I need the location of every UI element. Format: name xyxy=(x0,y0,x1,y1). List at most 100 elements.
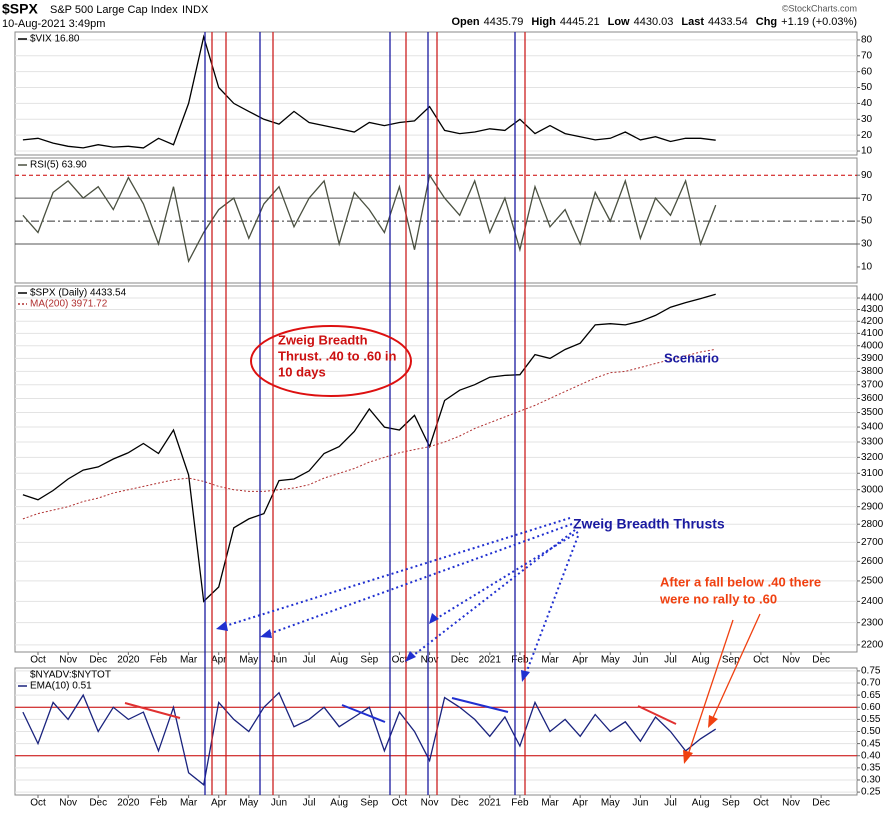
y-tick-label: 0.65 xyxy=(861,690,881,701)
y-tick-label: 0.30 xyxy=(861,775,881,786)
x-tick-label: 2021 xyxy=(479,798,502,809)
x-tick-label: 2021 xyxy=(479,655,502,666)
y-tick-label: 4200 xyxy=(861,316,884,327)
x-tick-label: Feb xyxy=(511,798,529,809)
x-tick-label: Nov xyxy=(421,798,439,809)
quote-label: Open xyxy=(452,16,480,28)
x-tick-label: Aug xyxy=(692,798,710,809)
y-tick-label: 0.70 xyxy=(861,678,881,689)
x-tick-label: Mar xyxy=(541,798,559,809)
panel-title: $NYADV:$NYTOT xyxy=(30,670,111,681)
x-tick-label: Oct xyxy=(30,655,46,666)
event-lines xyxy=(204,32,526,795)
y-tick-label: 2400 xyxy=(861,596,884,607)
x-tick-label: Oct xyxy=(753,655,769,666)
legend-label: $SPX (Daily) 4433.54 xyxy=(30,288,127,299)
series-line xyxy=(22,348,716,520)
pointer-line xyxy=(687,619,734,756)
x-tick-label: Nov xyxy=(782,798,800,809)
quote-label: Chg xyxy=(756,16,777,28)
series-line xyxy=(22,293,716,603)
arrow-head xyxy=(708,715,718,728)
pointer-line xyxy=(433,531,579,621)
x-tick-label: Aug xyxy=(330,798,348,809)
series-line xyxy=(22,34,716,149)
x-tick-label: Oct xyxy=(392,655,408,666)
x-tick-label: Feb xyxy=(511,655,529,666)
symbol: $SPX xyxy=(2,1,38,17)
panel-frame xyxy=(14,157,858,284)
y-tick-label: 0.45 xyxy=(861,738,881,749)
x-tick-label: Nov xyxy=(59,655,77,666)
y-tick-label: 50 xyxy=(861,82,873,93)
x-tick-label: Oct xyxy=(30,798,46,809)
credit: ©StockCharts.com xyxy=(782,3,857,13)
y-tick-label: 2300 xyxy=(861,617,884,628)
exchange: INDX xyxy=(182,4,209,16)
pointer-line xyxy=(711,613,761,721)
trend-line xyxy=(124,702,181,719)
y-tick-label: 10 xyxy=(861,262,873,273)
y-tick-label: 10 xyxy=(861,146,873,157)
y-tick-label: 3800 xyxy=(861,366,884,377)
y-tick-label: 80 xyxy=(861,35,873,46)
y-tick-label: 4300 xyxy=(861,304,884,315)
y-tick-label: 70 xyxy=(861,193,873,204)
x-tick-label: Oct xyxy=(753,798,769,809)
quote-label: Last xyxy=(681,16,704,28)
pointer-line xyxy=(265,523,573,636)
x-tick-label: Mar xyxy=(180,798,198,809)
y-tick-label: 4100 xyxy=(861,328,884,339)
x-tick-label: Dec xyxy=(89,655,107,666)
x-tick-label: Jun xyxy=(271,655,287,666)
y-tick-label: 30 xyxy=(861,114,873,125)
annotation-text: 10 days xyxy=(278,364,326,379)
quote-value: +1.19 (+0.03%) xyxy=(781,16,857,28)
annotation-text: Scenario xyxy=(664,350,719,365)
annotation-text: Zweig Breadth xyxy=(278,332,368,347)
arrow-head xyxy=(405,651,416,662)
legend-label: RSI(5) 63.90 xyxy=(30,160,87,171)
x-tick-label: Jun xyxy=(632,798,648,809)
x-tick-label: Mar xyxy=(180,655,198,666)
panel-frame xyxy=(14,31,858,156)
date: 10-Aug-2021 3:49pm xyxy=(2,18,105,30)
y-tick-label: 30 xyxy=(861,239,873,250)
y-tick-label: 3200 xyxy=(861,452,884,463)
pointer-lines xyxy=(221,517,579,677)
annotation-text: Zweig Breadth Thrusts xyxy=(573,516,725,532)
x-tick-label: Aug xyxy=(330,655,348,666)
x-tick-label: May xyxy=(239,798,258,809)
y-tick-label: 3400 xyxy=(861,422,884,433)
index-name: S&P 500 Large Cap Index xyxy=(50,4,178,16)
y-tick-label: 3500 xyxy=(861,407,884,418)
quote-value: 4433.54 xyxy=(708,16,748,28)
x-tick-label: Mar xyxy=(541,655,559,666)
series-line xyxy=(22,691,717,786)
x-tick-label: Dec xyxy=(451,655,469,666)
pointer-heads xyxy=(216,613,530,682)
annotation-text: were no rally to .60 xyxy=(659,591,777,606)
y-tick-label: 0.25 xyxy=(861,787,881,798)
legend-label: EMA(10) 0.51 xyxy=(30,681,92,692)
x-tick-label: 2020 xyxy=(117,655,140,666)
y-tick-label: 50 xyxy=(861,216,873,227)
trend-line xyxy=(451,697,509,713)
y-tick-label: 2500 xyxy=(861,576,884,587)
x-tick-label: Dec xyxy=(812,798,830,809)
legend-label: MA(200) 3971.72 xyxy=(30,299,108,310)
legend-label: $VIX 16.80 xyxy=(30,34,80,45)
x-tick-label: Feb xyxy=(150,655,168,666)
quote-value: 4435.79 xyxy=(484,16,524,28)
trend-lines xyxy=(124,697,677,725)
annotations: Zweig Breadth Thrust. .40 to .60 in 10 d… xyxy=(216,325,821,764)
y-tick-label: 0.40 xyxy=(861,750,881,761)
x-tick-label: Nov xyxy=(782,655,800,666)
x-tick-label: Jul xyxy=(664,655,677,666)
pointer-line xyxy=(221,517,571,628)
annotation-text: Thrust. .40 to .60 in xyxy=(278,348,397,363)
x-tick-label: Apr xyxy=(572,655,588,666)
arrow-head xyxy=(216,621,228,631)
y-tick-label: 0.75 xyxy=(861,666,881,677)
